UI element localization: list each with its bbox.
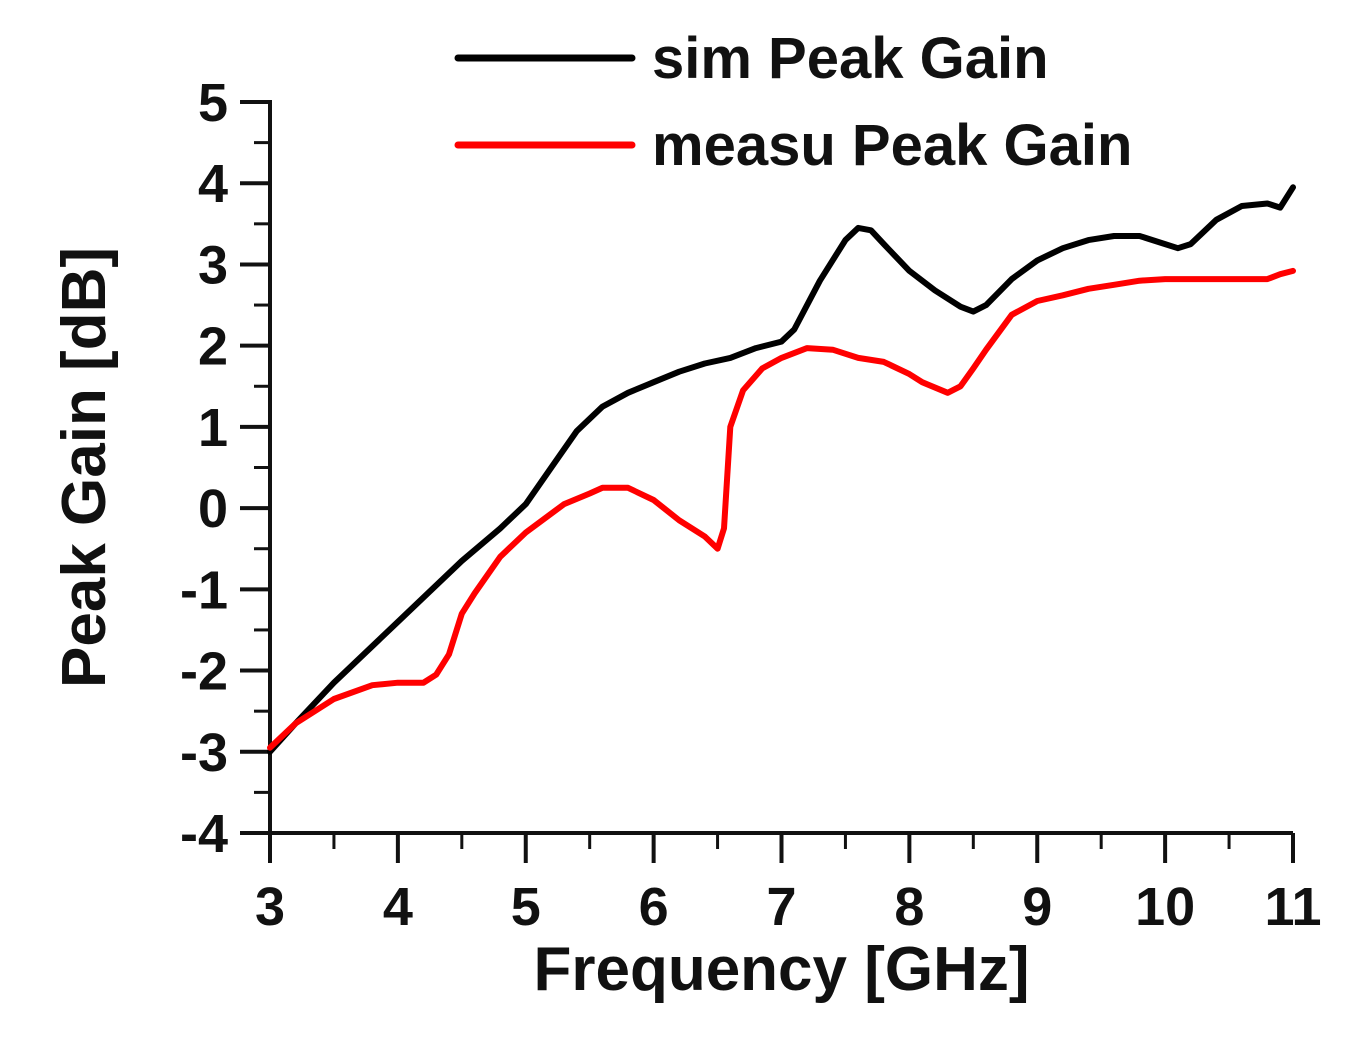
- x-tick-label: 4: [383, 877, 413, 937]
- series-line-measured: [267, 267, 1296, 751]
- x-tick-label: 6: [639, 877, 669, 937]
- x-tick-label: 8: [894, 877, 924, 937]
- x-tick-label: 7: [766, 877, 796, 937]
- series-layer: [267, 184, 1296, 755]
- y-tick-label: 5: [198, 73, 228, 133]
- y-tick-label: 2: [198, 317, 228, 377]
- x-tick-label: 9: [1022, 877, 1052, 937]
- x-tick-label: 10: [1135, 877, 1195, 937]
- series-line-sim: [267, 184, 1296, 755]
- y-tick-label: -1: [180, 560, 228, 620]
- x-tick-label: 5: [511, 877, 541, 937]
- y-tick-label: 3: [198, 235, 228, 295]
- x-axis-title: Frequency [GHz]: [533, 935, 1029, 1004]
- y-tick-label: 0: [198, 479, 228, 539]
- axes-layer: -4 -3 -2 -1 0 1 2 3 4 5 3 4 5 6 7 8 9 10 11: [180, 73, 1322, 937]
- x-tick-label: 3: [255, 877, 285, 937]
- legend: sim Peak Gain measu Peak Gain: [454, 26, 1132, 178]
- y-axis-title: Peak Gain [dB]: [50, 247, 119, 688]
- y-tick-label: -4: [180, 804, 228, 864]
- y-tick-label: -3: [180, 723, 228, 783]
- y-tick-label: 1: [198, 398, 228, 458]
- legend-label-sim: sim Peak Gain: [652, 26, 1049, 91]
- legend-label-measured: measu Peak Gain: [652, 113, 1132, 178]
- y-tick-label: -2: [180, 642, 228, 702]
- y-tick-label: 4: [198, 154, 228, 214]
- x-tick-label: 11: [1264, 877, 1321, 937]
